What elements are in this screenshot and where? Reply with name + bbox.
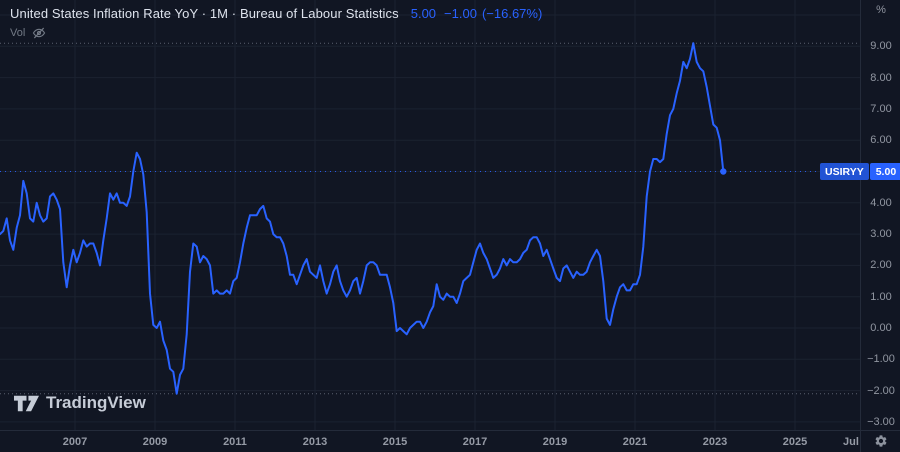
price-tick-label: −3.00 [867, 415, 895, 428]
time-tick-label: Jul [843, 436, 859, 448]
price-tick-label: −2.00 [867, 384, 895, 397]
time-tick-label: 2025 [782, 436, 808, 448]
tradingview-logo[interactable]: TradingView [14, 393, 146, 413]
price-change-value: −1.00 [444, 6, 477, 21]
last-point-marker [720, 168, 727, 175]
time-tick-label: 2017 [462, 436, 488, 448]
symbol-title[interactable]: United States Inflation Rate YoY · 1M · … [10, 6, 399, 21]
time-tick-label: 2009 [142, 436, 168, 448]
price-tick-label: 3.00 [870, 228, 892, 241]
chart-legend: United States Inflation Rate YoY · 1M · … [10, 5, 542, 40]
badge-symbol-label: USIRYY [820, 163, 869, 180]
price-tick-label: 7.00 [870, 102, 892, 115]
price-chart-canvas[interactable] [0, 0, 860, 430]
time-axis[interactable]: 2007 2009 2011 2013 2015 2017 2019 2021 2023 2025… [0, 430, 900, 452]
time-tick-label: 2011 [223, 436, 247, 448]
tradingview-logo-mark [14, 395, 39, 411]
price-tick-label: 6.00 [870, 134, 892, 147]
price-tick-label: 9.00 [870, 40, 892, 53]
price-tick-label: 1.00 [870, 290, 892, 303]
price-tick-label: 2.00 [870, 259, 892, 272]
price-axis[interactable]: % 9.00 8.00 7.00 6.00 5.00 4.00 3.00 2.00 1.00 0.… [860, 0, 900, 430]
axis-corner [860, 430, 900, 452]
price-unit-label: % [876, 4, 886, 16]
visibility-off-icon[interactable] [32, 26, 46, 40]
symbol-price-badge: USIRYY 5.00 [820, 163, 900, 180]
volume-label: Vol [10, 27, 26, 39]
time-tick-label: 2013 [302, 436, 328, 448]
time-tick-label: 2023 [702, 436, 728, 448]
price-tick-label: −1.00 [867, 353, 895, 366]
time-tick-label: 2021 [622, 436, 648, 448]
badge-price-label: 5.00 [869, 163, 900, 180]
price-line-series [0, 42, 725, 395]
last-price-value: 5.00 [410, 6, 437, 21]
price-change-percent: (−16.67%) [481, 6, 543, 21]
price-tick-label: 0.00 [870, 322, 892, 334]
time-tick-label: 2015 [382, 436, 408, 448]
price-tick-label: 8.00 [870, 71, 892, 84]
settings-gear-icon[interactable] [874, 434, 888, 448]
price-tick-label: 4.00 [870, 196, 892, 209]
time-tick-label: 2019 [542, 436, 568, 448]
legend-row-volume: Vol [10, 26, 542, 40]
tradingview-wordmark: TradingView [46, 393, 146, 412]
time-tick-label: 2007 [62, 436, 88, 448]
legend-row-symbol: United States Inflation Rate YoY · 1M · … [10, 5, 542, 23]
